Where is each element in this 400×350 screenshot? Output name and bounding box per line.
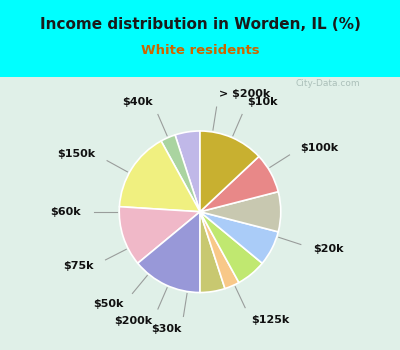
Text: City-Data.com: City-Data.com [296, 79, 360, 89]
Text: White residents: White residents [141, 44, 259, 57]
Text: $100k: $100k [300, 143, 339, 153]
Wedge shape [200, 156, 278, 212]
Wedge shape [200, 212, 225, 293]
Wedge shape [200, 212, 239, 288]
Text: $40k: $40k [122, 97, 153, 107]
Wedge shape [200, 192, 281, 232]
Text: $50k: $50k [94, 299, 124, 309]
Wedge shape [119, 141, 200, 212]
Text: > $200k: > $200k [219, 89, 270, 99]
Text: $60k: $60k [50, 207, 81, 217]
Bar [0, 77, 400, 350]
Wedge shape [138, 212, 200, 293]
Text: $200k: $200k [114, 316, 153, 326]
Text: $20k: $20k [313, 244, 344, 253]
Wedge shape [119, 207, 200, 263]
Wedge shape [175, 131, 200, 212]
Text: $125k: $125k [251, 315, 289, 324]
Text: $150k: $150k [58, 149, 96, 159]
Wedge shape [200, 131, 259, 212]
Text: $30k: $30k [151, 324, 181, 334]
Text: Income distribution in Worden, IL (%): Income distribution in Worden, IL (%) [40, 17, 360, 32]
Text: $75k: $75k [63, 261, 94, 271]
Wedge shape [200, 212, 278, 263]
Wedge shape [161, 135, 200, 212]
Text: $10k: $10k [247, 97, 278, 107]
Wedge shape [200, 212, 262, 282]
